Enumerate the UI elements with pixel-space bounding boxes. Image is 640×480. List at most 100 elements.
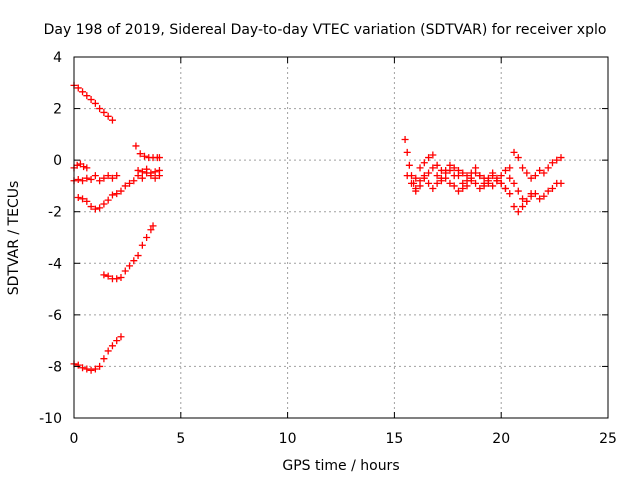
series-group [403, 148, 565, 195]
data-point [74, 84, 82, 92]
data-point [557, 154, 565, 162]
data-point [100, 271, 108, 279]
data-point [73, 161, 81, 169]
data-point [459, 169, 467, 177]
x-tick-label: 15 [385, 431, 403, 447]
data-point [100, 200, 108, 208]
data-point [134, 252, 142, 260]
data-point [108, 342, 116, 350]
data-point [467, 169, 475, 177]
data-point [117, 333, 125, 341]
data-point [420, 172, 428, 180]
data-point [151, 174, 159, 182]
data-point [433, 179, 441, 187]
data-point [472, 164, 480, 172]
data-point [425, 169, 433, 177]
data-point [143, 165, 151, 173]
data-point [467, 177, 475, 185]
data-point [412, 174, 420, 182]
data-point [531, 172, 539, 180]
data-point [459, 179, 467, 187]
data-point [83, 174, 91, 182]
data-point [83, 164, 91, 172]
data-point [403, 172, 411, 180]
data-point [138, 174, 146, 182]
data-point [501, 166, 509, 174]
data-point [87, 175, 95, 183]
x-tick-label: 20 [492, 431, 510, 447]
data-point [497, 179, 505, 187]
data-point [143, 234, 151, 241]
data-point [113, 190, 121, 198]
data-point [484, 177, 492, 185]
data-point [463, 182, 471, 190]
data-point [544, 164, 552, 172]
y-tick-label: -8 [48, 359, 62, 375]
data-point [446, 179, 454, 187]
data-point [527, 174, 535, 182]
data-point [104, 347, 112, 355]
data-point [476, 172, 484, 180]
data-point [506, 174, 514, 182]
data-point [130, 257, 138, 265]
data-point [527, 190, 535, 198]
data-point [437, 174, 445, 182]
data-point [100, 174, 108, 182]
data-point [480, 182, 488, 190]
data-point [497, 172, 505, 180]
data-point [126, 179, 134, 187]
y-tick-label: 4 [53, 50, 62, 66]
y-tick-label: -6 [48, 308, 62, 324]
data-point [96, 362, 104, 370]
data-point [108, 191, 116, 199]
x-axis-label: GPS time / hours [282, 458, 399, 474]
data-point [514, 187, 522, 195]
data-point [117, 187, 125, 195]
data-point [403, 148, 411, 156]
data-point [557, 179, 565, 187]
data-point [514, 208, 522, 216]
data-point [519, 195, 527, 203]
x-tick-label: 0 [70, 431, 79, 447]
data-point [510, 148, 518, 156]
data-point [91, 205, 99, 213]
data-point [544, 187, 552, 195]
data-point [79, 177, 87, 185]
data-point [425, 154, 433, 162]
data-point [429, 151, 437, 159]
series-group [70, 160, 91, 172]
y-tick-label: -10 [39, 411, 62, 427]
data-point [132, 142, 140, 150]
series-group [134, 165, 163, 177]
data-point [506, 190, 514, 198]
data-point [548, 159, 556, 167]
data-point [149, 222, 157, 230]
data-point [83, 197, 91, 205]
data-point [506, 164, 514, 172]
data-point [147, 169, 155, 177]
data-point [523, 197, 531, 205]
data-point [100, 355, 108, 363]
data-point [433, 172, 441, 180]
data-point [96, 105, 104, 113]
plot-frame [73, 56, 609, 419]
data-point [536, 195, 544, 203]
data-point [79, 195, 87, 203]
x-tick-label: 5 [176, 431, 185, 447]
series-group [132, 142, 163, 162]
x-tick-label: 25 [599, 431, 617, 447]
data-point [108, 174, 116, 182]
data-point [134, 166, 142, 174]
data-point [96, 204, 104, 212]
data-point [407, 179, 415, 187]
data-point [87, 96, 95, 104]
data-point [100, 108, 108, 116]
data-point [401, 136, 409, 144]
data-point [412, 185, 420, 193]
data-point [113, 172, 121, 180]
data-point [151, 168, 159, 176]
x-tick-labels: 0 5 10 15 20 25 [70, 431, 617, 447]
axis-ticks [73, 56, 609, 419]
y-tick-label: 2 [53, 102, 62, 118]
data-point [425, 179, 433, 187]
